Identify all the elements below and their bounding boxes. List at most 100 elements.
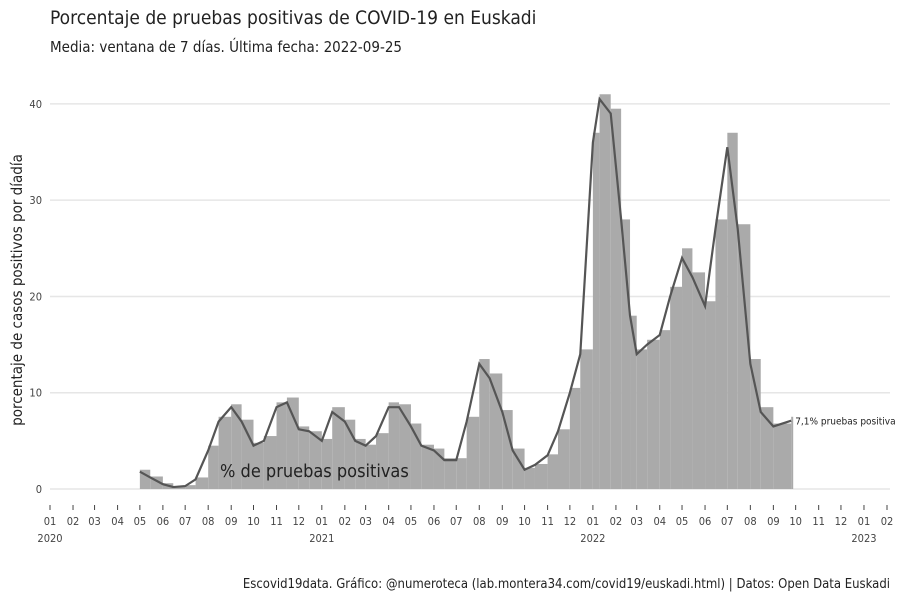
x-tick-label: 05 (405, 515, 418, 528)
x-tick-label: 01 (316, 515, 329, 528)
x-tick-label: 04 (382, 515, 395, 528)
x-tick-label: 03 (630, 515, 643, 528)
x-year-label: 2021 (309, 532, 334, 545)
chart-title: Porcentaje de pruebas positivas de COVID… (50, 7, 536, 29)
bar (208, 445, 219, 489)
bar (659, 330, 671, 489)
bar (309, 431, 322, 489)
bar (286, 397, 299, 489)
bar (231, 404, 242, 489)
x-tick-label: 05 (676, 515, 689, 528)
bar (599, 94, 611, 490)
x-tick-label: 12 (564, 515, 577, 528)
bar (547, 454, 558, 489)
caption: Escovid19data. Gráfico: @numeroteca (lab… (243, 577, 890, 592)
bar (715, 219, 728, 489)
x-tick-label: 10 (518, 515, 531, 528)
bar (410, 423, 422, 489)
x-tick-label: 10 (789, 515, 802, 528)
bar (760, 407, 774, 489)
bar (263, 436, 277, 489)
bar (241, 419, 254, 489)
x-tick-label: 08 (202, 515, 215, 528)
bar (276, 402, 287, 489)
bar (534, 463, 548, 489)
bar (630, 315, 637, 489)
x-tick-label: 02 (610, 515, 623, 528)
x-tick-label: 04 (653, 515, 666, 528)
chart-subtitle: Media: ventana de 7 días. Última fecha: … (50, 37, 402, 56)
bar (332, 407, 345, 489)
bar (502, 410, 513, 489)
bar (512, 448, 525, 489)
bar (592, 132, 600, 489)
y-tick-label: 0 (36, 483, 42, 496)
bar (489, 373, 503, 489)
bar (218, 416, 232, 489)
bar (621, 219, 631, 489)
x-tick-label: 12 (293, 515, 306, 528)
bar (610, 108, 622, 489)
x-tick-label: 11 (541, 515, 554, 528)
x-tick-label: 06 (699, 515, 712, 528)
x-tick-label: 01 (44, 515, 57, 528)
bar (399, 404, 411, 489)
bar (321, 438, 333, 489)
x-tick-label: 07 (721, 515, 734, 528)
bar (580, 349, 593, 489)
x-tick-label: 02 (339, 515, 352, 528)
x-tick-label: 09 (767, 515, 780, 528)
x-tick-label: 04 (111, 515, 124, 528)
x-tick-label: 07 (450, 515, 463, 528)
x-tick-label: 10 (247, 515, 260, 528)
x-tick-label: 03 (359, 515, 372, 528)
x-year-label: 2020 (37, 532, 62, 545)
bar (355, 438, 366, 489)
bar (421, 444, 434, 489)
x-tick-label: 03 (88, 515, 101, 528)
bar (253, 442, 264, 489)
x-tick-label: 08 (744, 515, 757, 528)
x-year-label: 2023 (851, 532, 876, 545)
bar (433, 448, 445, 489)
x-tick-label: 07 (179, 515, 192, 528)
y-tick-label: 30 (29, 194, 42, 207)
bar (365, 444, 377, 489)
bar (524, 467, 535, 489)
bar (773, 423, 792, 489)
x-tick-label: 01 (858, 515, 871, 528)
bar (727, 132, 738, 489)
bar (557, 429, 570, 489)
x-tick-label: 02 (67, 515, 80, 528)
bar (791, 416, 794, 489)
bar (647, 339, 660, 489)
x-tick-label: 09 (496, 515, 509, 528)
y-tick-label: 40 (29, 98, 42, 111)
y-axis-label: porcentaje de casos positivos por díadía (8, 154, 26, 426)
x-tick-label: 08 (473, 515, 486, 528)
bar (569, 387, 581, 489)
bar (466, 416, 480, 489)
x-tick-label: 12 (835, 515, 848, 528)
bar (185, 485, 196, 489)
x-tick-label: 06 (157, 515, 170, 528)
bar (737, 224, 751, 490)
bar (139, 469, 151, 489)
x-tick-label: 02 (881, 515, 894, 528)
x-tick-label: 11 (812, 515, 825, 528)
bar (692, 272, 706, 489)
bar (298, 426, 310, 489)
bar (195, 477, 209, 489)
bar (388, 402, 400, 489)
x-year-label: 2022 (580, 532, 605, 545)
x-tick-label: 01 (587, 515, 600, 528)
y-tick-label: 20 (29, 290, 42, 303)
x-tick-label: 05 (134, 515, 147, 528)
bar (705, 301, 716, 489)
bar (636, 349, 648, 489)
bar (376, 433, 389, 489)
line (139, 96, 792, 489)
x-tick-label: 09 (225, 515, 238, 528)
x-tick-label: 11 (270, 515, 283, 528)
bar (344, 419, 356, 489)
